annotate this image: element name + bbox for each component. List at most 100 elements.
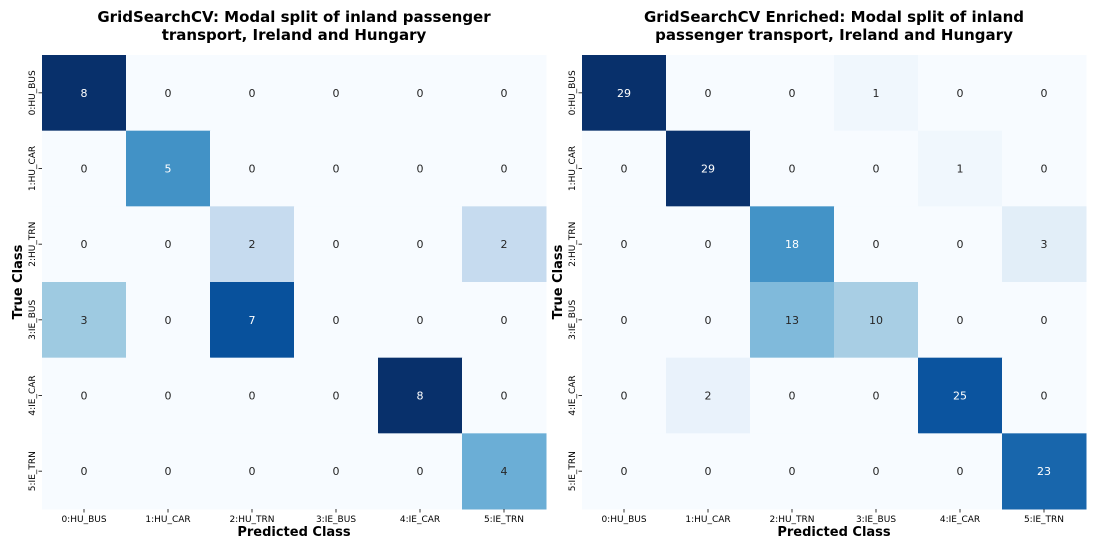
cell-value-label: 0 (249, 390, 256, 403)
cell-value-label: 0 (81, 465, 88, 478)
cell-value-label: 0 (957, 87, 964, 100)
cell-value-label: 0 (333, 465, 340, 478)
cell-value-label: 3 (1041, 238, 1048, 251)
heatmap-cell (1002, 282, 1087, 359)
heatmap-cell (462, 282, 547, 359)
heatmap-cell (126, 55, 211, 132)
heatmap-cell (918, 282, 1003, 359)
y-axis-label: True Class (11, 244, 26, 319)
heatmap-cell (666, 130, 751, 207)
heatmap-cell (294, 130, 379, 207)
cell-value-label: 0 (789, 390, 796, 403)
cell-value-label: 0 (789, 87, 796, 100)
heatmap-cell (750, 282, 835, 359)
heatmap-cell (582, 130, 667, 207)
cell-value-label: 0 (81, 163, 88, 176)
heatmap-cell (210, 433, 295, 510)
y-tick-label: 3:IE_BUS (28, 300, 38, 340)
cell-value-label: 0 (1041, 390, 1048, 403)
heatmap-cell (582, 206, 667, 283)
heatmap-cell (378, 357, 463, 434)
heatmap-cell (834, 357, 919, 434)
cell-value-label: 2 (705, 390, 712, 403)
cell-value-label: 0 (873, 390, 880, 403)
heatmap-cell (126, 357, 211, 434)
heatmap-cell (42, 206, 127, 283)
heatmap-cell (1002, 357, 1087, 434)
cell-value-label: 0 (417, 238, 424, 251)
cell-value-label: 0 (333, 163, 340, 176)
y-tick-label: 4:IE_CAR (568, 375, 578, 415)
cell-value-label: 0 (1041, 163, 1048, 176)
heatmap-cell (582, 55, 667, 132)
cell-value-label: 0 (501, 87, 508, 100)
cell-value-label: 23 (1037, 465, 1051, 478)
cell-value-label: 0 (81, 238, 88, 251)
cell-value-label: 0 (873, 465, 880, 478)
heatmap-cell (666, 433, 751, 510)
heatmap-cell (462, 206, 547, 283)
x-axis-label: Predicted Class (237, 525, 351, 540)
heatmap-cell (750, 206, 835, 283)
heatmap-cell (834, 282, 919, 359)
heatmap-cell (750, 357, 835, 434)
cell-value-label: 3 (81, 314, 88, 327)
cell-value-label: 8 (417, 390, 424, 403)
cell-value-label: 8 (81, 87, 88, 100)
y-tick-label: 1:HU_CAR (568, 146, 578, 191)
heatmap-cell (210, 130, 295, 207)
heatmap-cell (834, 55, 919, 132)
cell-value-label: 0 (417, 314, 424, 327)
heatmap-cell (1002, 130, 1087, 207)
heatmap-cell (918, 433, 1003, 510)
cell-value-label: 0 (705, 465, 712, 478)
heatmap-cell (582, 357, 667, 434)
heatmap-cell (1002, 433, 1087, 510)
cell-value-label: 0 (333, 390, 340, 403)
cell-value-label: 0 (789, 465, 796, 478)
cell-value-label: 25 (953, 390, 967, 403)
cell-value-label: 0 (957, 465, 964, 478)
x-tick-label: 0:HU_BUS (601, 515, 646, 525)
cell-value-label: 0 (249, 465, 256, 478)
cell-value-label: 1 (957, 163, 964, 176)
cell-value-label: 0 (165, 238, 172, 251)
heatmap-cell (462, 357, 547, 434)
y-axis-label: True Class (551, 244, 566, 319)
x-tick-label: 4:IE_CAR (940, 515, 980, 525)
cell-value-label: 10 (869, 314, 883, 327)
cell-value-label: 0 (621, 314, 628, 327)
chart-title-line: GridSearchCV Enriched: Modal split of in… (644, 8, 1024, 26)
cell-value-label: 0 (501, 163, 508, 176)
cell-value-label: 2 (249, 238, 256, 251)
cell-value-label: 0 (501, 314, 508, 327)
x-tick-label: 3:IE_BUS (316, 515, 356, 525)
y-tick-label: 1:HU_CAR (28, 146, 38, 191)
cell-value-label: 0 (873, 163, 880, 176)
heatmap-cell (918, 206, 1003, 283)
cell-value-label: 0 (621, 238, 628, 251)
heatmap-cell (834, 206, 919, 283)
heatmap-cell (126, 206, 211, 283)
y-tick-label: 4:IE_CAR (28, 375, 38, 415)
heatmap-cell (42, 55, 127, 132)
heatmap-cell (210, 282, 295, 359)
heatmap-panel-0: GridSearchCV: Modal split of inland pass… (11, 8, 547, 540)
cell-value-label: 0 (417, 87, 424, 100)
cell-value-label: 0 (957, 238, 964, 251)
heatmap-cell (294, 282, 379, 359)
heatmap-cell (42, 357, 127, 434)
heatmap-cell (294, 206, 379, 283)
x-tick-label: 0:HU_BUS (61, 515, 106, 525)
heatmap-cell (750, 433, 835, 510)
cell-value-label: 0 (249, 87, 256, 100)
heatmap-cell (294, 55, 379, 132)
chart-title-line: transport, Ireland and Hungary (162, 26, 427, 44)
y-tick-label: 2:HU_TRN (568, 222, 578, 267)
heatmap-cell (582, 282, 667, 359)
heatmap-cell (666, 282, 751, 359)
heatmap-cell (378, 433, 463, 510)
heatmap-cell (582, 433, 667, 510)
cell-value-label: 0 (1041, 87, 1048, 100)
